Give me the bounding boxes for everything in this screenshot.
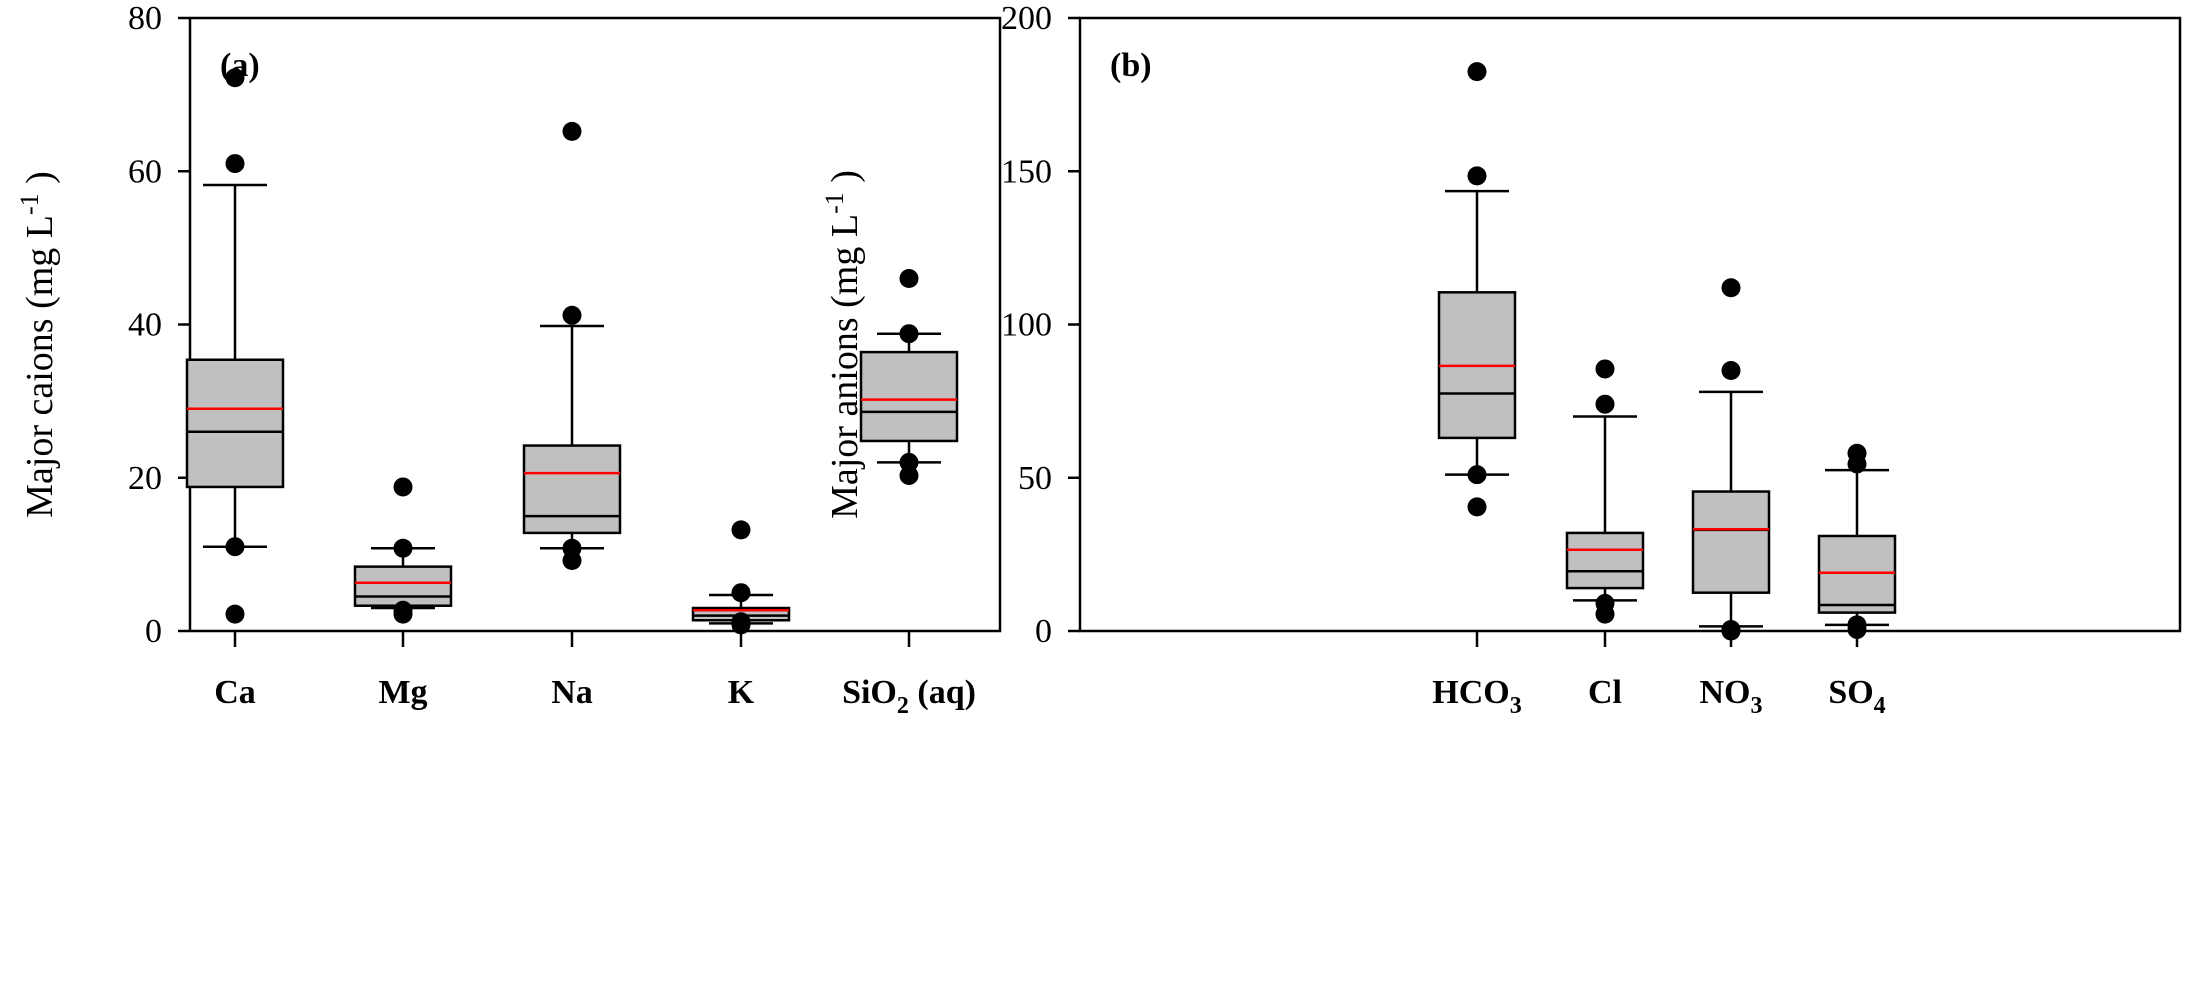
y-axis-title: Major anions (mg L-1 ) xyxy=(820,170,866,519)
y-tick-label: 80 xyxy=(128,0,162,37)
iqr-box xyxy=(1691,490,1771,594)
box-no3 xyxy=(1691,278,1771,641)
outlier-point xyxy=(1467,166,1487,186)
y-tick-label: 0 xyxy=(145,613,162,650)
outlier-point xyxy=(225,537,245,557)
outlier-point xyxy=(562,305,582,325)
box-so4 xyxy=(1817,443,1897,639)
y-axis-title: Major caions (mg L-1 ) xyxy=(15,171,61,518)
x-category-label: K xyxy=(728,674,755,711)
y-tick-label: 50 xyxy=(1018,460,1052,497)
outlier-point xyxy=(225,154,245,174)
box-ca xyxy=(185,68,285,624)
outlier-point xyxy=(899,452,919,472)
iqr-box xyxy=(859,350,959,443)
x-category-label: Mg xyxy=(378,674,427,711)
outlier-point xyxy=(1595,593,1615,613)
outlier-point xyxy=(1467,62,1487,82)
outlier-point xyxy=(562,121,582,141)
outlier-point xyxy=(899,324,919,344)
outlier-point xyxy=(393,600,413,620)
outlier-point xyxy=(1847,443,1867,463)
x-category-label: NO3 xyxy=(1700,674,1763,719)
panel-label: (b) xyxy=(1110,47,1152,84)
outlier-point xyxy=(899,465,919,485)
y-tick-label: 100 xyxy=(1001,307,1052,344)
outlier-point xyxy=(1847,615,1867,635)
iqr-box xyxy=(353,565,453,607)
outlier-point xyxy=(393,477,413,497)
plot-frame xyxy=(188,16,1002,633)
box-na xyxy=(522,121,622,571)
outlier-point xyxy=(1595,359,1615,379)
iqr-box xyxy=(1565,531,1645,590)
box-mg xyxy=(353,477,453,624)
outlier-point xyxy=(393,538,413,558)
x-category-label: SO4 xyxy=(1828,674,1885,719)
outlier-point xyxy=(1721,360,1741,380)
box-hco3 xyxy=(1437,62,1517,517)
outlier-point xyxy=(899,269,919,289)
outlier-point xyxy=(1595,394,1615,414)
outlier-point xyxy=(1467,465,1487,485)
outlier-point xyxy=(1467,497,1487,517)
y-tick-label: 60 xyxy=(128,153,162,190)
box-cl xyxy=(1565,359,1645,624)
outlier-point xyxy=(1721,278,1741,298)
outlier-point xyxy=(1721,619,1741,639)
iqr-box xyxy=(522,444,622,535)
box-k xyxy=(691,520,791,635)
y-tick-label: 0 xyxy=(1035,613,1052,650)
y-tick-label: 150 xyxy=(1001,153,1052,190)
iqr-box xyxy=(185,358,285,489)
y-tick-label: 200 xyxy=(1001,0,1052,37)
iqr-box xyxy=(1817,534,1897,614)
y-tick-label: 40 xyxy=(128,307,162,344)
outlier-point xyxy=(562,538,582,558)
x-category-label: Cl xyxy=(1588,674,1622,711)
y-tick-label: 20 xyxy=(128,460,162,497)
outlier-point xyxy=(731,612,751,632)
outlier-point xyxy=(225,604,245,624)
x-category-label: Ca xyxy=(214,674,256,711)
x-category-label: Na xyxy=(551,674,593,711)
x-category-label: SiO2 (aq) xyxy=(842,674,976,719)
outlier-point xyxy=(731,583,751,603)
outlier-point xyxy=(731,520,751,540)
x-category-label: HCO3 xyxy=(1432,674,1521,719)
box-sio2-aq- xyxy=(859,269,959,485)
panel-b: 0 50 100 150 200 Major anions (mg L-1 ) (b) HCO… xyxy=(820,0,2182,719)
outlier-point xyxy=(225,68,245,88)
